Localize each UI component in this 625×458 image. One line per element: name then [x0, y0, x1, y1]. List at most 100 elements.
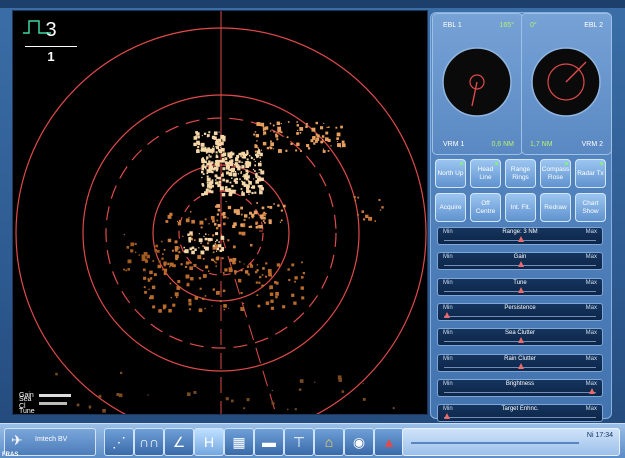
- echo: [246, 158, 249, 161]
- echo: [204, 295, 207, 297]
- echo: [248, 190, 251, 193]
- taskbar-clock-button[interactable]: ◉: [344, 428, 374, 456]
- echo: [322, 150, 326, 153]
- slider-persistence[interactable]: Min Persistence Max: [437, 302, 603, 321]
- echo: [228, 187, 230, 190]
- slider-thumb[interactable]: [518, 236, 524, 242]
- echo: [148, 296, 152, 300]
- echo: [254, 160, 256, 162]
- echo: [256, 150, 261, 155]
- echo: [248, 193, 250, 195]
- echo: [246, 398, 250, 402]
- button-north-up[interactable]: North Up: [435, 159, 466, 188]
- echo: [255, 172, 258, 175]
- echo: [241, 190, 244, 193]
- taskbar-network-button[interactable]: ⊤: [284, 428, 314, 456]
- ebl-2-dial[interactable]: [530, 40, 603, 124]
- echo: [215, 181, 219, 185]
- echo: [277, 128, 282, 133]
- taskbar-grid-button[interactable]: ▦: [224, 428, 254, 456]
- echo: [224, 188, 228, 192]
- echo: [143, 286, 146, 289]
- button-int-flt[interactable]: Int. Flt.: [505, 193, 536, 222]
- echo: [188, 237, 191, 240]
- echo: [273, 130, 275, 133]
- button-off-centre[interactable]: Off Centre: [470, 193, 501, 222]
- echo: [324, 137, 329, 142]
- button-compass-rose[interactable]: Compass Rose: [540, 159, 571, 188]
- taskbar-range-button[interactable]: ∩∩: [134, 428, 164, 456]
- echo: [259, 156, 261, 159]
- echo: [224, 268, 228, 272]
- echo: [167, 214, 172, 219]
- slider-thumb[interactable]: [444, 311, 450, 318]
- button-radar-tx[interactable]: Radar Tx: [575, 159, 606, 188]
- radar-display[interactable]: 3 1 Gain Sea Cl Tune: [12, 10, 428, 415]
- taskbar-alarm-button[interactable]: ▲: [374, 428, 404, 456]
- echo: [127, 268, 130, 271]
- slider-brightness[interactable]: Min Brightness Max: [437, 378, 603, 397]
- slider-thumb[interactable]: [518, 286, 524, 293]
- company-tab[interactable]: ✈ Imtech BV: [4, 428, 96, 456]
- button-label: Radar Tx: [577, 169, 604, 177]
- echo: [206, 134, 210, 137]
- taskbar-radar-button[interactable]: H: [194, 428, 224, 456]
- ebl-1-dial[interactable]: [441, 40, 514, 124]
- slider-thumb[interactable]: [518, 261, 524, 268]
- button-chart-show[interactable]: Chart Show: [575, 193, 606, 222]
- echo: [254, 191, 257, 194]
- slider-rain-clutter[interactable]: Min Rain Clutter Max: [437, 353, 603, 372]
- echo: [203, 148, 207, 152]
- echo: [268, 272, 272, 277]
- button-label: Redraw: [544, 203, 567, 211]
- button-redraw[interactable]: Redraw: [540, 193, 571, 222]
- echo: [240, 223, 244, 227]
- slider-sea-clutter[interactable]: Min Sea Clutter Max: [437, 328, 603, 347]
- slider-thumb[interactable]: [589, 387, 596, 394]
- echo: [201, 159, 206, 164]
- echo: [233, 163, 236, 166]
- echo: [190, 277, 194, 281]
- echo: [221, 159, 225, 163]
- echo: [264, 221, 266, 224]
- echo: [276, 138, 279, 141]
- echo: [255, 180, 259, 184]
- slider-thumb[interactable]: [518, 362, 524, 369]
- echo: [248, 217, 250, 219]
- taskbar-radar-modes-button[interactable]: ⋰: [104, 428, 134, 456]
- echo: [231, 189, 236, 194]
- echo: [209, 148, 212, 152]
- button-range-rings[interactable]: Range Rings: [505, 159, 536, 188]
- echo: [198, 277, 202, 280]
- echo: [141, 257, 146, 262]
- echo: [244, 153, 248, 157]
- echo: [176, 220, 179, 223]
- echo: [206, 158, 208, 160]
- echo: [302, 271, 305, 275]
- echo: [232, 163, 234, 165]
- echo: [198, 308, 203, 313]
- echo: [193, 263, 197, 267]
- clock-icon: ◉: [352, 434, 366, 450]
- slider-thumb[interactable]: [518, 337, 524, 344]
- echo: [236, 209, 240, 213]
- echo: [215, 226, 219, 230]
- echo: [204, 237, 208, 241]
- taskbar-home-button[interactable]: ⌂: [314, 428, 344, 456]
- echo: [280, 209, 283, 212]
- echo: [218, 244, 222, 248]
- slider-range-3-nm[interactable]: Min Range: 3 NM Max: [437, 227, 603, 245]
- taskbar-gauge-button[interactable]: ∠: [164, 428, 194, 456]
- echo: [246, 184, 250, 188]
- slider-tune[interactable]: Min Tune Max: [437, 277, 603, 296]
- button-acquire[interactable]: Acquire: [435, 193, 466, 222]
- echo: [257, 162, 262, 167]
- taskbar-chart-button[interactable]: ▬: [254, 428, 284, 456]
- echo: [206, 184, 211, 188]
- slider-target-enhnc[interactable]: Min Target Enhnc. Max: [437, 404, 603, 423]
- slider-gain[interactable]: Min Gain Max: [437, 252, 603, 271]
- slider-thumb[interactable]: [444, 413, 450, 420]
- button-label: Off Centre: [475, 199, 496, 215]
- echo: [253, 210, 258, 215]
- button-head-line[interactable]: Head Line: [470, 159, 501, 188]
